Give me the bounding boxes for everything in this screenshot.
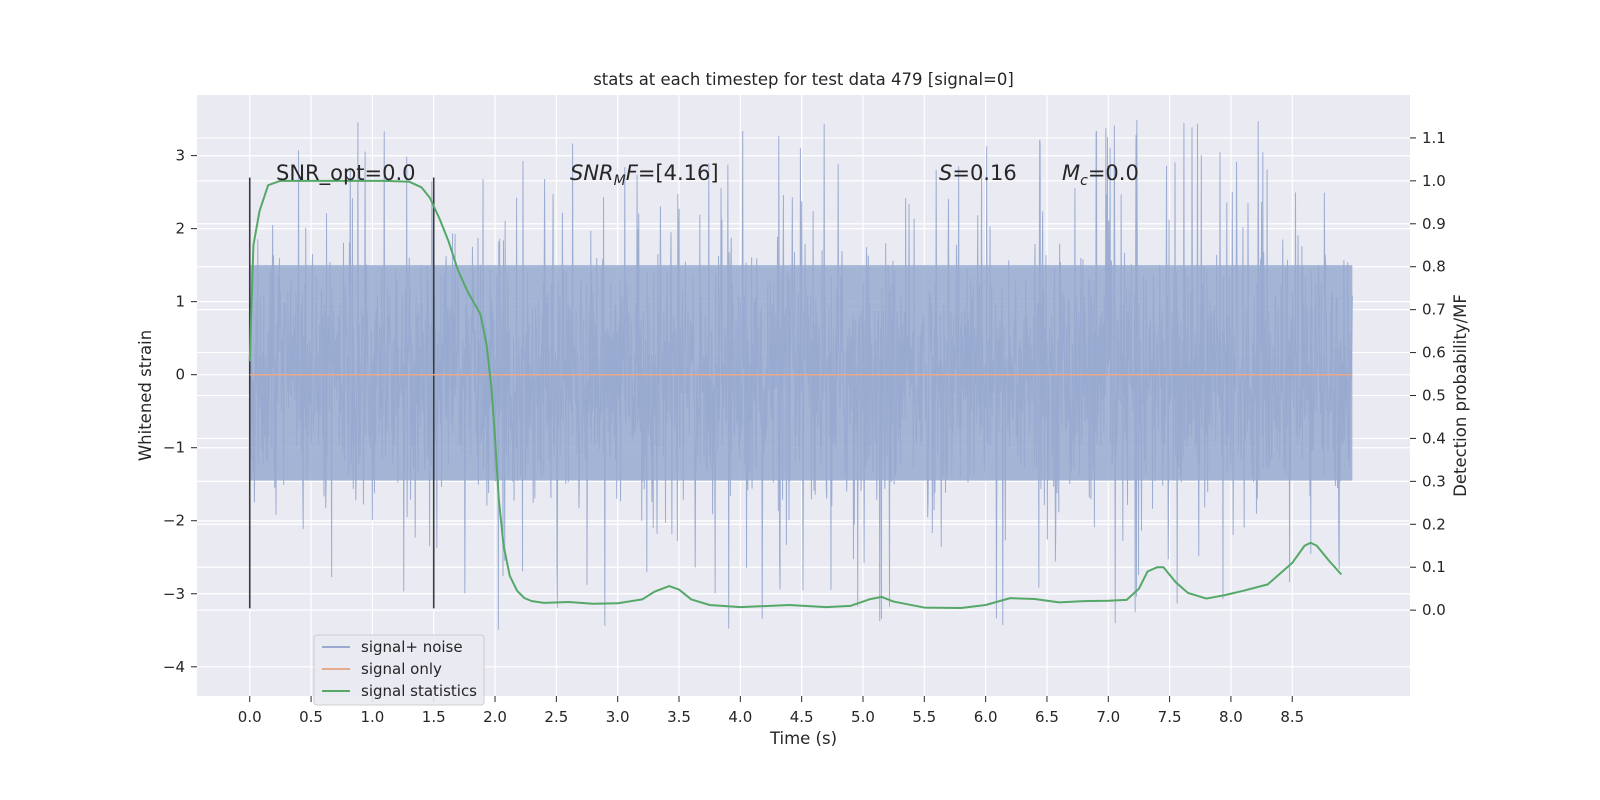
x-tick-label: 4.0 <box>728 708 752 726</box>
x-tick-label: 4.5 <box>790 708 814 726</box>
annotation-snr-mf-value: =[4.16] <box>638 161 719 185</box>
legend-label: signal statistics <box>361 682 477 700</box>
y-right-tick-label: 0.3 <box>1422 472 1446 490</box>
x-tick-label: 7.5 <box>1158 708 1182 726</box>
signal-statistics-series <box>248 179 1343 609</box>
y-right-tick-label: 0.8 <box>1422 258 1446 276</box>
y-tick-label: −2 <box>163 512 185 530</box>
y-tick-label: −1 <box>163 439 185 457</box>
y-right-tick-label: 0.9 <box>1422 215 1446 233</box>
x-tick-label: 0.0 <box>238 708 262 726</box>
annotation-mc: Mc=0.0 <box>1062 161 1139 189</box>
x-tick-label: 5.5 <box>912 708 936 726</box>
y-right-tick-label: 0.0 <box>1422 601 1446 619</box>
x-tick-label: 6.5 <box>1035 708 1059 726</box>
plot-area <box>197 95 1410 696</box>
annotation-snr-mf: SNRMF=[4.16] <box>570 161 719 189</box>
y-right-tick-label: 0.5 <box>1422 387 1446 405</box>
x-tick-label: 0.5 <box>299 708 323 726</box>
annotation-snr-mf-f: F <box>626 161 639 185</box>
y-axis-label-right: Detection probability/MF <box>1451 294 1470 497</box>
y-right-tick-label: 0.7 <box>1422 301 1446 319</box>
legend-box <box>313 634 485 706</box>
x-tick-label: 3.5 <box>667 708 691 726</box>
annotation-snr-opt: SNR_opt=0.0 <box>276 161 416 186</box>
y-axis-label: Whitened strain <box>136 330 155 461</box>
x-tick-label: 1.5 <box>422 708 446 726</box>
annotation-s-var: S <box>939 161 952 185</box>
annotation-s-value: =0.16 <box>952 161 1016 185</box>
y-tick-label: 1 <box>175 293 185 311</box>
y-right-tick-label: 0.6 <box>1422 344 1446 362</box>
legend: signal+ noise signal only signal statistic… <box>313 634 485 706</box>
annotation-mc-sub: c <box>1080 173 1088 189</box>
vertical-markers <box>248 177 435 609</box>
legend-label: signal+ noise <box>361 638 463 656</box>
axes: 0.0 0.5 1.0 1.5 2.0 2.5 3.0 3.5 4.0 4.5 5.0 5.5 6.0 6… <box>163 129 1446 726</box>
x-tick-label: 8.5 <box>1280 708 1304 726</box>
y-tick-label: −4 <box>163 658 185 676</box>
annotation-snr-mf-main: SNR <box>570 161 614 185</box>
x-tick-label: 2.5 <box>544 708 568 726</box>
y-right-tick-label: 1.0 <box>1422 172 1446 190</box>
x-tick-label: 6.0 <box>974 708 998 726</box>
chart-title: stats at each timestep for test data 479… <box>593 70 1014 89</box>
annotation-snr-mf-sub: M <box>614 173 626 189</box>
annotation-mc-value: =0.0 <box>1088 161 1139 185</box>
x-axis-label: Time (s) <box>769 729 837 748</box>
x-tick-label: 1.0 <box>360 708 384 726</box>
annotation-mc-var: M <box>1062 161 1080 185</box>
y-right-tick-label: 0.4 <box>1422 429 1446 447</box>
x-tick-label: 5.0 <box>851 708 875 726</box>
x-tick-label: 2.0 <box>483 708 507 726</box>
legend-label: signal only <box>361 660 442 678</box>
y-tick-label: 3 <box>175 147 185 165</box>
y-tick-label: 2 <box>175 220 185 238</box>
y-tick-label: −3 <box>163 585 185 603</box>
x-tick-label: 7.0 <box>1096 708 1120 726</box>
y-tick-label: 0 <box>175 366 185 384</box>
signal-statistics-line <box>248 179 1343 609</box>
annotation-s: S=0.16 <box>939 161 1017 185</box>
y-right-tick-label: 0.2 <box>1422 515 1446 533</box>
y-right-tick-label: 1.1 <box>1422 129 1446 147</box>
x-tick-label: 8.0 <box>1219 708 1243 726</box>
x-tick-label: 3.0 <box>606 708 630 726</box>
y-right-tick-label: 0.1 <box>1422 558 1446 576</box>
